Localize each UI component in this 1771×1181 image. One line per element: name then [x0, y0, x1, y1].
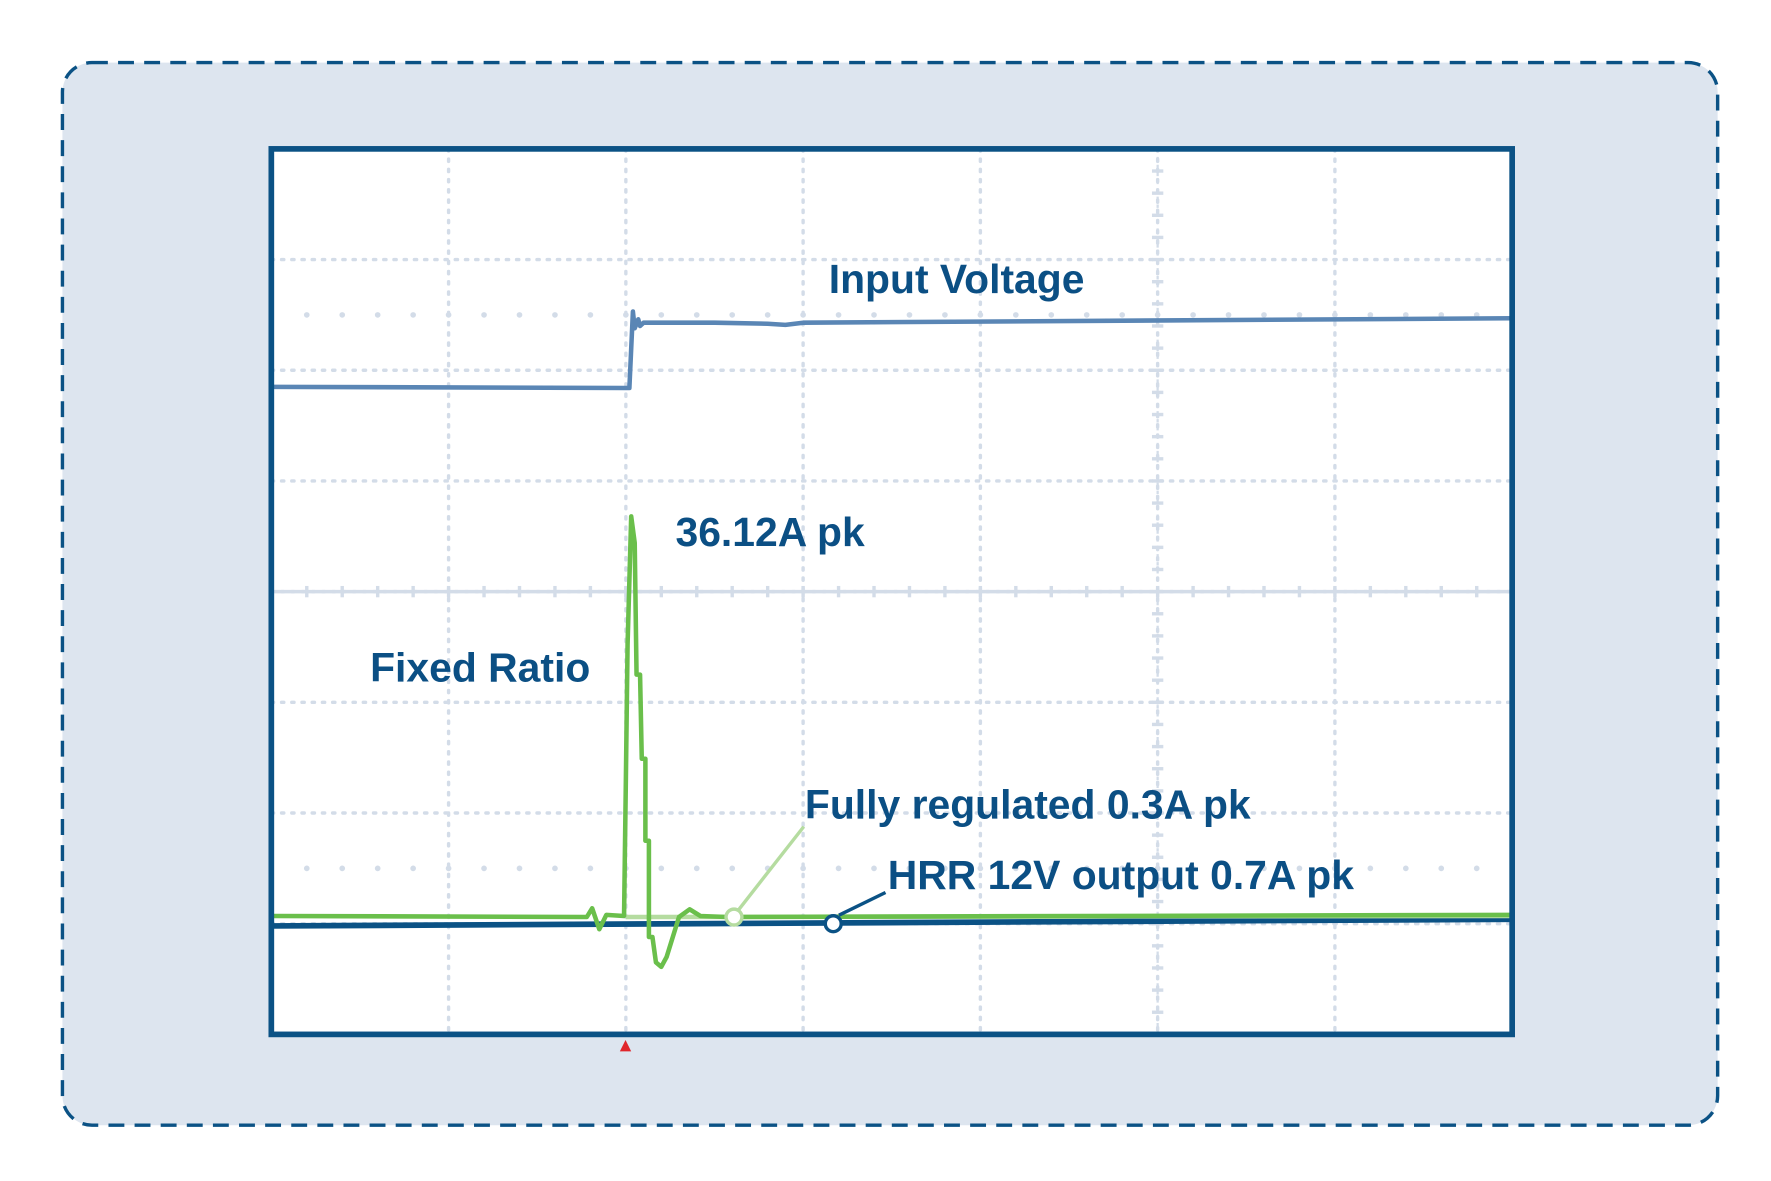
grid-dot	[303, 312, 310, 318]
label-fixed-ratio: Fixed Ratio	[370, 644, 590, 690]
grid-dot	[1154, 312, 1161, 318]
grid-dot	[339, 312, 346, 318]
grid-dot	[481, 865, 487, 872]
grid-dot	[906, 865, 913, 872]
grid-dot	[1332, 312, 1338, 318]
grid-dot	[1083, 312, 1090, 318]
grid-dot	[942, 865, 948, 872]
grid-dot	[1332, 865, 1338, 872]
grid-dot	[1119, 312, 1126, 318]
grid-dot	[977, 312, 984, 318]
grid-dot	[1367, 312, 1374, 318]
grid-dot	[1048, 865, 1055, 872]
grid-dot	[516, 865, 523, 872]
grid-dot	[1190, 865, 1196, 872]
label-hrr: HRR 12V output 0.7A pk	[888, 852, 1354, 898]
grid-dot	[1012, 312, 1019, 318]
label-input-voltage: Input Voltage	[829, 256, 1085, 302]
grid-dot	[1225, 312, 1232, 318]
grid-dot	[1402, 865, 1409, 872]
grid-dot	[1119, 865, 1126, 872]
marker-fully-regulated	[724, 907, 744, 927]
grid-dot	[800, 865, 806, 872]
grid-dot	[516, 312, 523, 318]
trigger-marker	[619, 1040, 632, 1052]
grid-dot	[1261, 312, 1267, 318]
grid-dot	[1438, 312, 1445, 318]
markers	[724, 907, 843, 934]
label-peak: 36.12A pk	[675, 509, 865, 555]
grid-dot	[374, 312, 381, 318]
grid-dot	[587, 312, 594, 318]
grid-dot	[445, 865, 452, 872]
traces	[271, 309, 1513, 970]
grid-dot	[481, 312, 487, 318]
grid-dot	[729, 312, 736, 318]
grid-dot	[1402, 312, 1409, 318]
plot-frame	[268, 146, 1515, 1038]
grid-dot	[1296, 865, 1303, 872]
grid-dot	[729, 865, 736, 872]
grid-dot	[1225, 865, 1232, 872]
grid-dot	[693, 865, 700, 872]
grid-dot	[942, 312, 948, 318]
grid-dot	[764, 312, 771, 318]
grid-dot	[1367, 865, 1374, 872]
marker-hrr	[823, 914, 843, 934]
grid-dot	[374, 865, 381, 872]
grid-dot	[552, 865, 558, 872]
grid-dot	[623, 312, 629, 318]
grid-dot	[1473, 865, 1480, 872]
grid-dot	[587, 865, 594, 872]
hrr-leader	[838, 890, 887, 917]
grid-dot	[658, 312, 665, 318]
grid-dot	[871, 312, 877, 318]
grid-dot	[1048, 312, 1055, 318]
grid-dot	[1083, 865, 1090, 872]
grid-dot	[410, 312, 416, 318]
grid-dot	[1154, 865, 1161, 872]
grid-dot	[835, 865, 842, 872]
trace-fixed-ratio	[273, 514, 1511, 970]
grid-dot	[906, 312, 913, 318]
grid-dot	[977, 865, 984, 872]
label-fully-regulated: Fully regulated 0.3A pk	[805, 782, 1251, 828]
fully-regulated-leader	[736, 825, 806, 912]
grid-dot	[1012, 865, 1019, 872]
grid-dot	[835, 312, 842, 318]
grid-dot	[445, 312, 452, 318]
grid-dot	[693, 312, 700, 318]
grid-dot	[1190, 312, 1196, 318]
grid-dot	[658, 865, 665, 872]
grid-dot	[339, 865, 346, 872]
grid-dot	[1296, 312, 1303, 318]
grid-dot	[800, 312, 806, 318]
trace-input-voltage	[271, 309, 1513, 391]
trace-hrr	[271, 916, 1513, 929]
grid-dot	[410, 865, 416, 872]
grid-dot	[1438, 865, 1445, 872]
grid-dot	[871, 865, 877, 872]
grid-dot	[552, 312, 558, 318]
grid-dot	[1261, 865, 1267, 872]
grid-dot	[303, 865, 310, 872]
